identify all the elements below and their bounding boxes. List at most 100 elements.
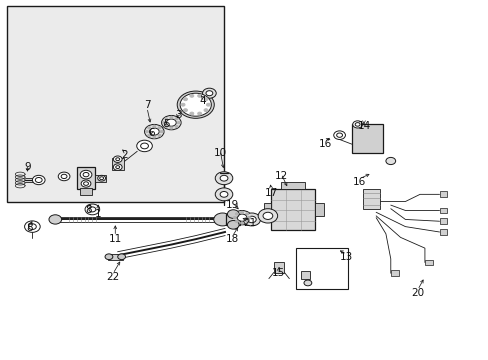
Circle shape <box>160 131 163 133</box>
Bar <box>264 203 271 216</box>
Text: 2: 2 <box>122 150 128 160</box>
Circle shape <box>385 157 395 165</box>
Text: 22: 22 <box>106 272 119 282</box>
Bar <box>439 192 447 197</box>
Bar <box>226 214 240 225</box>
Circle shape <box>162 122 165 124</box>
Circle shape <box>333 131 345 139</box>
Text: 18: 18 <box>225 234 239 244</box>
Circle shape <box>354 123 359 126</box>
Circle shape <box>164 125 167 127</box>
Circle shape <box>245 213 248 215</box>
Circle shape <box>203 109 207 112</box>
Circle shape <box>175 118 178 120</box>
Circle shape <box>113 156 122 162</box>
Circle shape <box>81 180 91 187</box>
Text: 8: 8 <box>26 224 33 233</box>
Bar <box>80 188 92 195</box>
Circle shape <box>58 172 70 181</box>
Circle shape <box>149 128 159 135</box>
Circle shape <box>141 143 148 149</box>
Circle shape <box>243 213 260 226</box>
Circle shape <box>206 103 210 106</box>
Bar <box>390 270 398 276</box>
Circle shape <box>183 109 187 112</box>
Circle shape <box>175 125 178 127</box>
Text: 17: 17 <box>264 188 277 198</box>
Circle shape <box>105 254 113 260</box>
Circle shape <box>180 93 211 116</box>
Bar <box>112 158 123 170</box>
Circle shape <box>205 91 212 96</box>
Bar <box>351 125 383 153</box>
Text: 9: 9 <box>24 162 31 172</box>
Circle shape <box>144 125 163 139</box>
Text: 13: 13 <box>340 252 353 262</box>
Bar <box>439 229 447 235</box>
Circle shape <box>83 172 89 177</box>
Circle shape <box>83 182 88 185</box>
Circle shape <box>61 174 67 179</box>
Circle shape <box>263 212 272 220</box>
Circle shape <box>80 170 92 179</box>
Text: 1: 1 <box>95 209 102 219</box>
Circle shape <box>247 216 256 223</box>
Circle shape <box>180 93 211 116</box>
Circle shape <box>158 134 161 136</box>
Text: 12: 12 <box>274 171 287 181</box>
Circle shape <box>304 280 311 286</box>
Circle shape <box>227 221 239 229</box>
Bar <box>273 262 284 273</box>
Text: 8: 8 <box>85 206 92 216</box>
Bar <box>271 189 315 230</box>
Circle shape <box>233 217 236 219</box>
Bar <box>281 182 305 189</box>
Text: 10: 10 <box>213 148 226 158</box>
Bar <box>6 6 223 202</box>
Circle shape <box>161 116 181 130</box>
Bar <box>77 167 95 189</box>
Circle shape <box>85 204 100 215</box>
Circle shape <box>213 213 231 226</box>
Bar <box>295 248 347 289</box>
Circle shape <box>215 172 232 185</box>
Circle shape <box>227 210 239 219</box>
Circle shape <box>203 98 207 101</box>
Circle shape <box>153 136 156 138</box>
Text: 14: 14 <box>357 121 370 131</box>
Circle shape <box>220 175 227 181</box>
Text: 7: 7 <box>143 100 150 110</box>
Circle shape <box>118 254 125 260</box>
Bar <box>108 254 122 260</box>
Circle shape <box>147 134 150 136</box>
Circle shape <box>169 116 172 118</box>
Circle shape <box>89 207 96 212</box>
Circle shape <box>336 133 342 137</box>
Circle shape <box>32 175 45 185</box>
Text: 15: 15 <box>271 268 285 278</box>
Circle shape <box>28 224 36 229</box>
Text: 4: 4 <box>199 96 206 106</box>
Circle shape <box>147 127 150 129</box>
Circle shape <box>181 103 184 106</box>
Circle shape <box>232 211 251 225</box>
Circle shape <box>177 91 214 118</box>
Circle shape <box>186 98 204 111</box>
Text: 5: 5 <box>163 120 169 129</box>
Circle shape <box>189 112 193 115</box>
Circle shape <box>237 214 246 221</box>
Circle shape <box>189 94 193 97</box>
Circle shape <box>197 94 201 97</box>
Circle shape <box>202 88 216 98</box>
Circle shape <box>240 211 243 213</box>
Text: 19: 19 <box>225 200 239 210</box>
Circle shape <box>158 127 161 129</box>
Circle shape <box>164 118 167 120</box>
Circle shape <box>145 131 148 133</box>
Circle shape <box>177 122 180 124</box>
Circle shape <box>215 188 232 201</box>
Circle shape <box>116 166 120 168</box>
Circle shape <box>197 112 201 115</box>
Text: 3: 3 <box>175 111 182 121</box>
Circle shape <box>100 177 103 180</box>
